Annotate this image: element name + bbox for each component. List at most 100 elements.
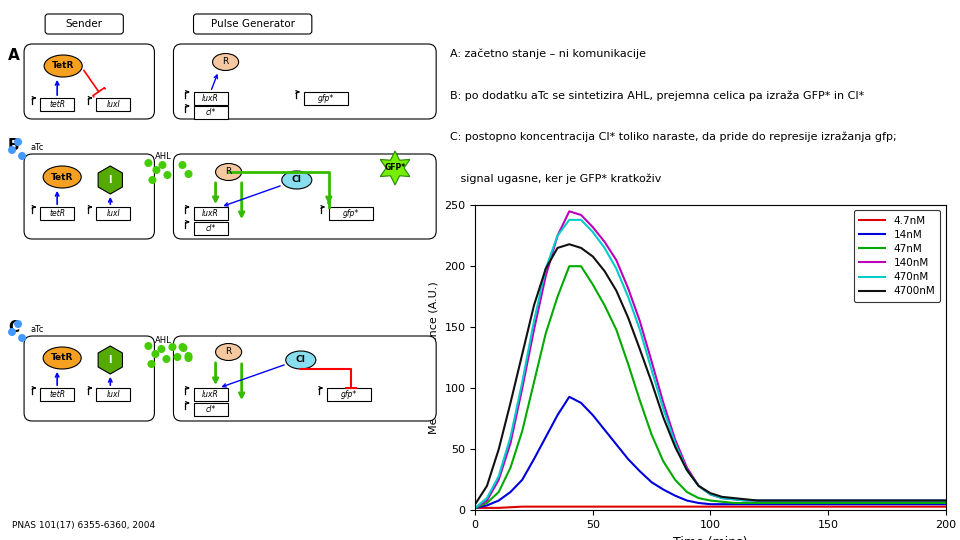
- 4700nM: [481, 483, 492, 489]
- 4700nM: [799, 497, 810, 504]
- 14nM: [893, 501, 904, 508]
- Bar: [40, 388, 74, 401]
- Text: R: R: [223, 57, 228, 66]
- FancyBboxPatch shape: [24, 336, 155, 421]
- 140nM: [634, 318, 645, 325]
- 14nM: [528, 456, 540, 462]
- 4.7nM: [611, 503, 622, 510]
- 4700nM: [940, 497, 951, 504]
- 140nM: [575, 212, 587, 218]
- 47nM: [493, 489, 505, 495]
- 140nM: [740, 497, 752, 504]
- 140nM: [564, 208, 575, 214]
- Ellipse shape: [216, 164, 242, 180]
- 4700nM: [469, 501, 481, 508]
- 47nM: [552, 294, 564, 300]
- 4700nM: [599, 268, 611, 274]
- Text: cl*: cl*: [205, 405, 216, 414]
- 140nM: [669, 436, 681, 443]
- 14nM: [846, 501, 857, 508]
- 4.7nM: [469, 504, 481, 511]
- Text: C: C: [8, 320, 19, 335]
- 140nM: [505, 440, 516, 447]
- 14nM: [669, 492, 681, 499]
- Text: luxI: luxI: [107, 209, 120, 218]
- Bar: [40, 207, 74, 220]
- 140nM: [870, 497, 881, 504]
- 470nM: [740, 497, 752, 504]
- 47nM: [658, 458, 669, 465]
- 4.7nM: [658, 503, 669, 510]
- 140nM: [799, 497, 810, 504]
- 140nM: [611, 257, 622, 264]
- 14nM: [575, 400, 587, 406]
- 140nM: [776, 497, 787, 504]
- Circle shape: [144, 342, 153, 350]
- 470nM: [516, 379, 528, 386]
- Line: 4.7nM: 4.7nM: [475, 507, 946, 508]
- 4.7nM: [587, 503, 599, 510]
- Y-axis label: Median Fluorescence (A.U.): Median Fluorescence (A.U.): [429, 281, 439, 434]
- 470nM: [481, 495, 492, 501]
- 140nM: [540, 273, 551, 279]
- 14nM: [469, 504, 481, 511]
- 4700nM: [916, 497, 927, 504]
- Polygon shape: [98, 166, 123, 194]
- Circle shape: [179, 161, 186, 169]
- FancyBboxPatch shape: [174, 336, 436, 421]
- 470nM: [716, 495, 728, 501]
- Circle shape: [14, 138, 22, 146]
- Circle shape: [163, 171, 172, 179]
- 14nM: [611, 441, 622, 448]
- Text: gfp*: gfp*: [343, 209, 359, 218]
- 14nM: [682, 497, 693, 504]
- Text: A: začetno stanje – ni komunikacije: A: začetno stanje – ni komunikacije: [450, 49, 646, 59]
- Bar: [194, 92, 228, 105]
- 4700nM: [528, 302, 540, 308]
- 140nM: [516, 385, 528, 392]
- 4.7nM: [940, 503, 951, 510]
- 47nM: [622, 361, 634, 367]
- 4700nM: [540, 266, 551, 272]
- 470nM: [693, 483, 705, 489]
- 140nM: [469, 504, 481, 511]
- 140nM: [705, 491, 716, 498]
- 4.7nM: [893, 503, 904, 510]
- Line: 47nM: 47nM: [475, 266, 946, 508]
- 140nM: [493, 476, 505, 483]
- 47nM: [846, 500, 857, 506]
- Text: cl*: cl*: [205, 224, 216, 233]
- Text: PNAS 101(17) 6355-6360, 2004: PNAS 101(17) 6355-6360, 2004: [12, 521, 156, 530]
- 470nM: [622, 294, 634, 300]
- Text: B: B: [8, 138, 19, 153]
- 470nM: [822, 497, 833, 504]
- Line: 140nM: 140nM: [475, 211, 946, 508]
- 4700nM: [611, 287, 622, 294]
- Line: 470nM: 470nM: [475, 220, 946, 508]
- 4700nM: [622, 314, 634, 321]
- 140nM: [822, 497, 833, 504]
- Legend: 4.7nM, 14nM, 47nM, 140nM, 470nM, 4700nM: 4.7nM, 14nM, 47nM, 140nM, 470nM, 4700nM: [853, 211, 941, 302]
- Circle shape: [153, 166, 160, 174]
- Text: A: A: [8, 48, 20, 63]
- 14nM: [658, 487, 669, 493]
- 470nM: [575, 217, 587, 223]
- Bar: [326, 388, 371, 401]
- 4700nM: [893, 497, 904, 504]
- Bar: [96, 388, 131, 401]
- Line: 14nM: 14nM: [475, 397, 946, 508]
- 4.7nM: [493, 504, 505, 511]
- 4700nM: [587, 253, 599, 260]
- 4.7nM: [564, 503, 575, 510]
- 47nM: [575, 263, 587, 269]
- Circle shape: [168, 343, 177, 351]
- 470nM: [729, 496, 740, 503]
- Circle shape: [144, 159, 153, 167]
- 47nM: [693, 495, 705, 501]
- 14nM: [705, 501, 716, 508]
- 14nM: [622, 456, 634, 462]
- 47nM: [646, 431, 658, 438]
- 14nM: [693, 500, 705, 506]
- Circle shape: [180, 344, 187, 352]
- 4.7nM: [516, 503, 528, 510]
